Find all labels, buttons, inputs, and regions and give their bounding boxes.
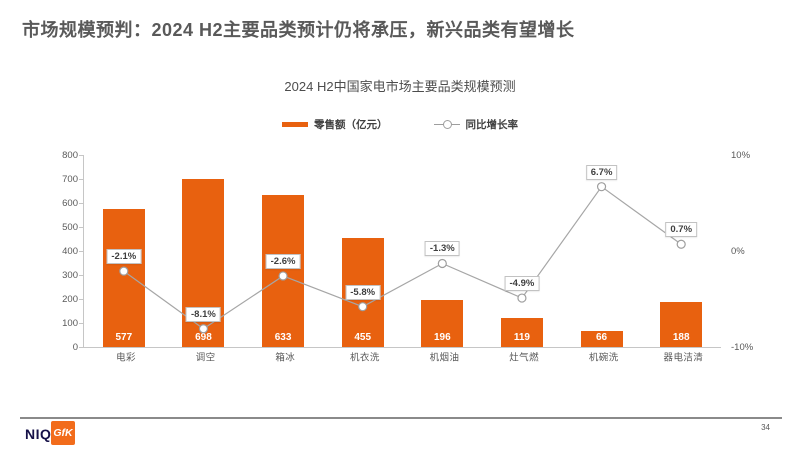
bar-value-label: 66	[596, 332, 608, 343]
legend-label-growth: 同比增长率	[465, 119, 519, 131]
y-axis-tick	[79, 347, 83, 348]
chart-plot-area: 0 100 200 300 400 500 600 700 800 10% 0% -10% 577 彩电 6…	[62, 150, 753, 363]
category-label: 洗碗机	[586, 352, 618, 363]
y-axis-tick-label: 200	[62, 293, 78, 305]
category-label: 油烟机	[427, 352, 459, 363]
category-label: 燃气灶	[506, 352, 538, 363]
bar-value-label: 119	[513, 332, 530, 343]
growth-value-label: -8.1%	[186, 306, 221, 322]
bar-冰箱	[262, 195, 305, 347]
growth-value-label: -4.9%	[504, 276, 540, 292]
growth-value-label: -1.3%	[424, 241, 460, 257]
bar-油烟机	[421, 299, 464, 347]
chart-title: 2024 H2中国家电市场主要品类规模预测	[284, 79, 516, 94]
y-axis-tick	[79, 179, 83, 180]
bar-value-label: 698	[195, 332, 212, 343]
growth-line-svg	[119, 182, 686, 334]
y-axis-tick	[79, 227, 83, 228]
bar-燃气灶	[500, 318, 543, 347]
bar-彩电	[102, 208, 145, 347]
y-axis-tick	[79, 251, 83, 252]
y-axis-tick	[79, 275, 83, 276]
y-axis-tick	[79, 203, 83, 204]
bar-value-label: 455	[354, 332, 372, 343]
category-label: 洗衣机	[347, 352, 379, 363]
legend-item-retail: 零售额（亿元）	[282, 117, 388, 132]
bar-value-label: 196	[433, 332, 451, 343]
growth-value-label: 6.7%	[585, 164, 618, 180]
y-axis-tick-label: 400	[62, 245, 78, 257]
y-axis-tick	[79, 323, 83, 324]
chart-legend: 零售额（亿元） 同比增长率	[0, 117, 800, 132]
line-marker-icon	[596, 182, 607, 192]
gfk-logo: GfK	[51, 421, 75, 445]
growth-value-label: 0.7%	[665, 222, 698, 238]
bar-value-label: 633	[274, 332, 292, 343]
legend-item-growth: 同比增长率	[433, 117, 519, 132]
growth-value-label: -2.1%	[106, 249, 142, 265]
secondary-axis-tick-label: 0%	[731, 245, 745, 257]
y-axis-tick-label: 700	[62, 173, 78, 185]
secondary-axis-tick-label: -10%	[731, 341, 754, 353]
y-axis-tick-label: 300	[62, 269, 78, 281]
category-label: 空调	[193, 352, 215, 363]
bar-swatch-icon	[282, 122, 308, 127]
category-label: 彩电	[113, 352, 135, 363]
legend-label-retail: 零售额（亿元）	[314, 119, 388, 131]
line-marker-swatch-icon	[433, 120, 460, 129]
line-marker-icon	[437, 258, 447, 269]
line-marker-icon	[517, 293, 527, 303]
bar-清洁电器	[660, 301, 703, 347]
bar-value-label: 188	[672, 332, 690, 343]
line-marker-icon	[198, 324, 209, 334]
y-axis-tick	[79, 155, 83, 156]
category-label: 冰箱	[273, 352, 295, 363]
page-title: 市场规模预判：2024 H2主要品类预计仍将承压，新兴品类有望增长	[22, 20, 575, 40]
y-axis-tick	[79, 299, 83, 300]
y-axis-tick-label: 100	[62, 317, 78, 329]
growth-value-label: -5.8%	[345, 284, 381, 300]
y-axis-tick-label: 500	[62, 221, 78, 233]
bar-value-label: 577	[115, 332, 133, 343]
line-marker-icon	[278, 271, 288, 281]
y-axis-tick-label: 800	[62, 149, 78, 161]
growth-value-label: -2.6%	[265, 253, 301, 269]
bar-洗碗机	[580, 331, 623, 347]
line-marker-icon	[119, 266, 129, 276]
secondary-axis-tick-label: 10%	[731, 149, 751, 161]
category-label: 清洁电器	[661, 352, 703, 363]
y-axis-tick-label: 600	[62, 197, 78, 209]
line-marker-icon	[676, 239, 686, 249]
footer-divider	[20, 417, 782, 419]
page-number: 34	[761, 423, 770, 432]
y-axis-tick-label: 0	[72, 341, 78, 353]
line-marker-icon	[358, 302, 368, 312]
niq-logo: NIQ	[25, 426, 52, 442]
